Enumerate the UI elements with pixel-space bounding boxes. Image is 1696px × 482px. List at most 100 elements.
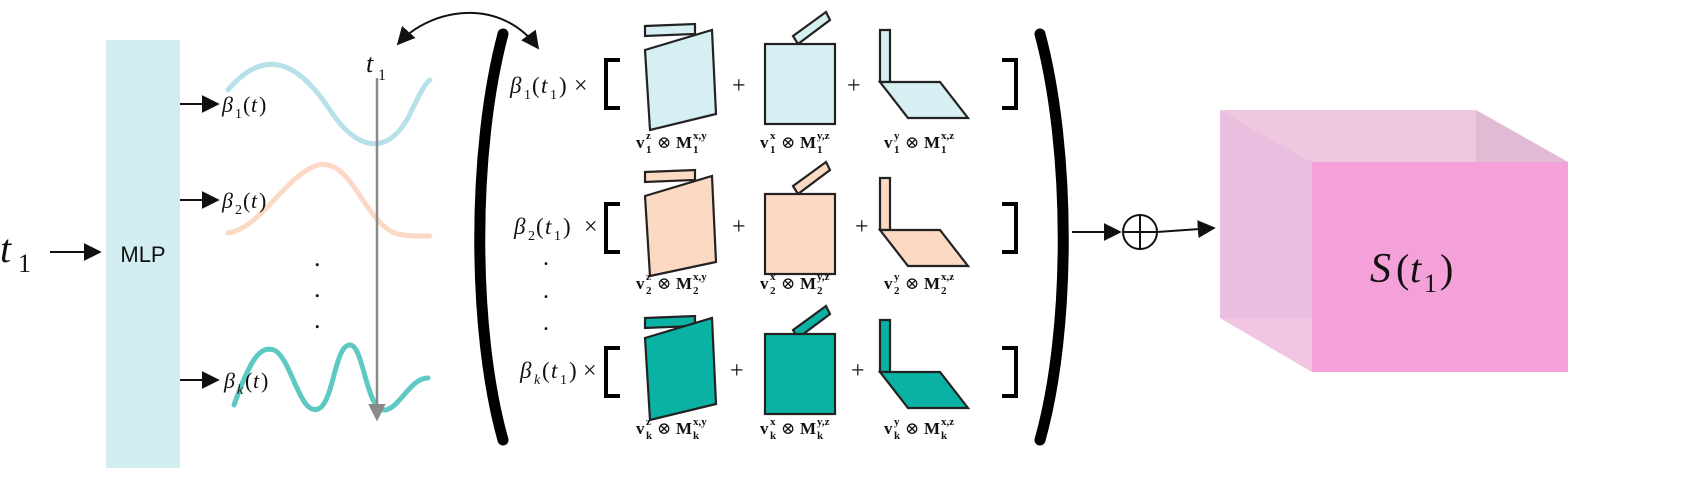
caption-row-2-term-1-v: v	[636, 274, 645, 293]
caption-row-k-term-1-v-sub: k	[646, 430, 653, 442]
svg-text:): )	[563, 214, 571, 239]
caption-row-1-term-3-m: M	[924, 133, 940, 152]
svg-text:β: β	[519, 358, 532, 383]
right-big-paren	[1034, 28, 1069, 446]
caption-row-2-term-3-v-sub: 2	[894, 285, 900, 297]
row-k-right-bracket	[1002, 346, 1018, 398]
left-big-paren	[474, 28, 509, 446]
caption-row-2-term-3-m-sub: 2	[941, 285, 947, 297]
caption-row-k-term-2-m-sub: k	[817, 430, 824, 442]
caption-row-2-term-1-v-sub: 2	[646, 285, 652, 297]
row-1-vector-z	[643, 22, 697, 38]
row-2-matrix-xy	[643, 174, 718, 278]
svg-text:S: S	[1370, 246, 1391, 292]
caption-row-k-term-2-v: v	[760, 419, 769, 438]
row-2-coefficient: β 2 ( t 1 ) ×	[513, 214, 598, 244]
caption-row-2-term-3-v-sup: y	[894, 271, 900, 283]
row-1-matrix-xz	[877, 80, 971, 120]
svg-text:(: (	[245, 368, 252, 393]
row-2-vector-y	[878, 176, 892, 232]
caption-row-1-term-1-m: M	[676, 133, 692, 152]
caption-row-k-term-3-otimes: ⊗	[905, 419, 919, 438]
svg-text:.: .	[543, 310, 549, 336]
svg-text:t: t	[251, 92, 258, 117]
svg-text:t: t	[253, 368, 260, 393]
caption-row-2-term-1-m-sup: x,y	[693, 271, 707, 283]
caption-row-2-term-1-m: M	[676, 274, 692, 293]
caption-row-2-term-1-m-sub: 2	[693, 285, 699, 297]
caption-row-1-term-2-m: M	[800, 133, 816, 152]
svg-text:(: (	[243, 188, 250, 213]
svg-text:k: k	[237, 383, 244, 398]
svg-text:β: β	[513, 214, 526, 239]
mlp-label: MLP	[120, 242, 165, 267]
row-1-term-xy	[643, 22, 718, 132]
caption-row-1-term-2-v: v	[760, 133, 769, 152]
caption-row-1-term-1-v-sub: 1	[646, 144, 652, 156]
svg-text:1: 1	[18, 249, 31, 278]
svg-text:): )	[259, 92, 266, 117]
caption-row-k-term-1-m-sup: x,y	[693, 416, 707, 428]
svg-text:β: β	[509, 73, 522, 98]
caption-row-1-term-2-v-sub: 1	[770, 144, 776, 156]
svg-text:k: k	[534, 373, 541, 388]
caption-row-k-term-3-v: v	[884, 419, 893, 438]
svg-text:t: t	[551, 358, 558, 383]
caption-row-k-term-1-otimes: ⊗	[657, 419, 671, 438]
caption-row-1-term-3-v-sup: y	[894, 130, 900, 142]
row-k-matrix-xy	[643, 316, 718, 422]
svg-text:t: t	[0, 226, 12, 271]
svg-text:1: 1	[378, 67, 386, 84]
caption-row-1-term-3-m-sup: x,z	[941, 130, 954, 142]
caption-row-1-term-3-m-sub: 1	[941, 144, 947, 156]
caption-row-1-term-1-m-sup: x,y	[693, 130, 707, 142]
link-curved-arrow	[396, 12, 540, 50]
row-1-coefficient: β 1 ( t 1 ) ×	[509, 73, 588, 103]
row-k-vector-y	[878, 318, 892, 374]
caption-row-2-term-3-otimes: ⊗	[905, 274, 919, 293]
caption-row-2-term-3-m-sup: x,z	[941, 271, 954, 283]
row-k-term-xy	[643, 314, 718, 422]
caption-row-2-term-2-m: M	[800, 274, 816, 293]
row-2-term-xy	[643, 168, 718, 278]
row-1-left-bracket	[604, 58, 620, 110]
caption-row-k-term-2-otimes: ⊗	[781, 419, 795, 438]
caption-row-k-term-3-m: M	[924, 419, 940, 438]
basis-curve-1	[225, 61, 433, 147]
caption-row-2-term-2-otimes: ⊗	[781, 274, 795, 293]
svg-text:t: t	[541, 73, 548, 98]
caption-row-2-term-1-v-sup: z	[646, 271, 651, 283]
row-1-matrix-yz	[763, 42, 837, 126]
caption-row-k-term-2-v-sub: k	[770, 430, 777, 442]
input-label: t 1	[0, 226, 31, 278]
caption-row-1-term-3-otimes: ⊗	[905, 133, 919, 152]
svg-text:1: 1	[560, 373, 567, 388]
svg-text:(: (	[536, 214, 544, 239]
svg-text:t: t	[366, 49, 374, 78]
svg-text:): )	[259, 188, 266, 213]
svg-text:β: β	[221, 188, 233, 213]
row-1-vector-y	[878, 28, 892, 84]
svg-text:): )	[569, 358, 577, 383]
caption-row-1-term-1-m-sub: 1	[693, 144, 699, 156]
caption-row-k-term-1-m-sub: k	[693, 430, 700, 442]
svg-text:β: β	[221, 92, 233, 117]
row-1: β 1 ( t 1 ) × + +	[509, 10, 1018, 132]
row-1-plus-2: +	[847, 73, 861, 99]
caption-row-k-term-3-v-sup: y	[894, 416, 900, 428]
row-2-matrix-yz	[763, 192, 837, 276]
caption-row-1-term-3-v: v	[884, 133, 893, 152]
svg-text:.: .	[543, 278, 549, 304]
caption-row-1-term-1-otimes: ⊗	[657, 133, 671, 152]
caption-row-2-term-2-m-sup: y,z	[817, 271, 830, 283]
caption-row-1-term-1-v: v	[636, 133, 645, 152]
caption-row-1-term-2-v-sup: x	[770, 130, 776, 142]
row-2-matrix-xz	[877, 228, 971, 268]
row-2: β 2 ( t 1 ) × + +	[513, 160, 1018, 278]
row-k-plus-1: +	[730, 358, 744, 384]
caption-row-k-term-1-m: M	[676, 419, 692, 438]
row-k-matrix-yz	[763, 332, 837, 416]
caption-row-1-term-2-m-sub: 1	[817, 144, 823, 156]
svg-text:2: 2	[528, 229, 535, 244]
